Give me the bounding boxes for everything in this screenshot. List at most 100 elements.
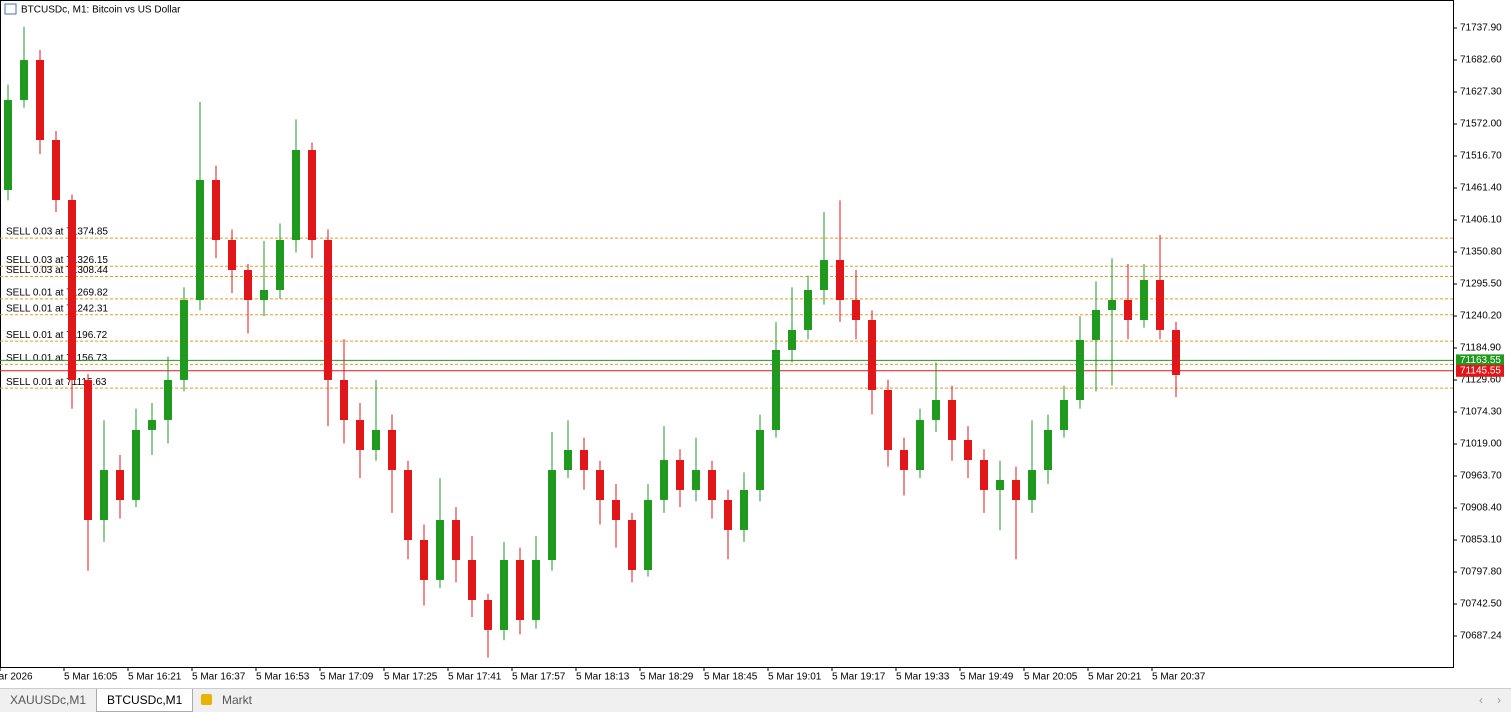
y-tick-label: 71129.60 bbox=[1460, 375, 1501, 386]
candle-body bbox=[596, 470, 604, 500]
scroll-right[interactable]: › bbox=[1497, 693, 1501, 707]
candle-body bbox=[836, 260, 844, 300]
candle-body bbox=[820, 260, 828, 290]
candle-body bbox=[1012, 479, 1020, 500]
candle-body bbox=[404, 470, 412, 540]
x-tick-label: 5 Mar 19:49 bbox=[960, 672, 1014, 683]
candle-body bbox=[644, 499, 652, 571]
bid-label: 71145.55 bbox=[1460, 365, 1501, 376]
candle-body bbox=[228, 239, 236, 271]
x-tick-label: 5 Mar 2026 bbox=[0, 672, 33, 683]
candle-body bbox=[1060, 399, 1068, 430]
plot-frame bbox=[0, 0, 1454, 668]
x-tick-label: 5 Mar 18:13 bbox=[576, 672, 630, 683]
ask-label: 71163.55 bbox=[1460, 355, 1501, 366]
candle-body bbox=[964, 439, 972, 461]
chart-icon bbox=[4, 3, 17, 15]
candle-body bbox=[1108, 299, 1116, 311]
candle-body bbox=[1044, 429, 1052, 471]
x-tick-label: 5 Mar 16:37 bbox=[192, 672, 246, 683]
y-tick-label: 71461.40 bbox=[1460, 183, 1502, 194]
order-label: SELL 0.03 at 71308.44 bbox=[6, 265, 108, 276]
candle-body bbox=[420, 539, 428, 580]
chart-title: BTCUSDc, M1: Bitcoin vs US Dollar bbox=[21, 5, 181, 16]
y-tick-label: 71240.20 bbox=[1460, 311, 1502, 322]
candle-body bbox=[756, 429, 764, 490]
order-label: SELL 0.01 at 71269.82 bbox=[6, 288, 108, 299]
y-tick-label: 71682.60 bbox=[1460, 55, 1502, 66]
order-label: SELL 0.03 at 71326.15 bbox=[6, 255, 108, 266]
candle-body bbox=[1140, 279, 1148, 321]
candle-body bbox=[1092, 310, 1100, 340]
candle-body bbox=[484, 599, 492, 630]
candle-body bbox=[548, 470, 556, 560]
candle-body bbox=[180, 299, 188, 380]
y-tick-label: 70853.10 bbox=[1460, 535, 1502, 546]
x-tick-label: 5 Mar 17:09 bbox=[320, 672, 374, 683]
order-label: SELL 0.03 at 71374.85 bbox=[6, 227, 108, 238]
tab-active[interactable]: BTCUSDc,M1 bbox=[96, 689, 194, 712]
candle-body bbox=[724, 499, 732, 530]
x-tick-label: 5 Mar 19:01 bbox=[768, 672, 822, 683]
x-tick-label: 5 Mar 18:45 bbox=[704, 672, 758, 683]
order-label: SELL 0.01 at 71115.63 bbox=[6, 377, 107, 388]
candle-body bbox=[4, 99, 12, 190]
candle-body bbox=[196, 179, 204, 300]
y-tick-label: 71350.80 bbox=[1460, 247, 1502, 258]
scroll-left[interactable]: ‹ bbox=[1479, 693, 1483, 707]
candle-body bbox=[564, 449, 572, 471]
order-label: SELL 0.01 at 71242.31 bbox=[6, 303, 108, 314]
candle-body bbox=[68, 199, 76, 380]
y-tick-label: 70908.40 bbox=[1460, 503, 1502, 514]
candle-body bbox=[20, 60, 28, 100]
candle-body bbox=[212, 179, 220, 240]
candle-body bbox=[772, 349, 780, 430]
candle-body bbox=[164, 379, 172, 421]
candle-body bbox=[916, 420, 924, 471]
candle-body bbox=[948, 399, 956, 440]
candle-body bbox=[868, 320, 876, 390]
candle-body bbox=[148, 420, 156, 430]
y-tick-label: 71074.30 bbox=[1460, 407, 1502, 418]
x-tick-label: 5 Mar 20:05 bbox=[1024, 672, 1078, 683]
tab-bar: XAUUSDc,M1 BTCUSDc,M1 Markt ‹ › bbox=[0, 688, 1511, 712]
tab[interactable]: XAUUSDc,M1 bbox=[10, 693, 87, 707]
ask-label-box bbox=[1456, 354, 1504, 367]
candle-body bbox=[996, 479, 1004, 490]
candle-body bbox=[308, 149, 316, 240]
candle-body bbox=[52, 139, 60, 200]
y-tick-label: 71737.90 bbox=[1460, 23, 1502, 34]
candle-body bbox=[324, 239, 332, 380]
chart: BTCUSDc, M1: Bitcoin vs US Dollar 71737.… bbox=[0, 0, 1504, 683]
x-tick-label: 5 Mar 17:25 bbox=[384, 672, 438, 683]
tab[interactable]: Markt bbox=[222, 693, 252, 707]
y-tick-label: 71572.00 bbox=[1460, 119, 1502, 130]
candle-body bbox=[900, 449, 908, 471]
candle-body bbox=[356, 420, 364, 450]
y-tick-label: 70742.50 bbox=[1460, 599, 1502, 610]
x-tick-label: 5 Mar 18:29 bbox=[640, 672, 694, 683]
candle-body bbox=[516, 559, 524, 621]
candle-body bbox=[628, 520, 636, 571]
x-tick-label: 5 Mar 16:21 bbox=[128, 672, 182, 683]
order-label: SELL 0.01 at 71156.73 bbox=[6, 353, 108, 364]
candle-body bbox=[452, 520, 460, 560]
y-tick-label: 71406.10 bbox=[1460, 215, 1502, 226]
y-tick-label: 70797.80 bbox=[1460, 567, 1502, 578]
order-label: SELL 0.01 at 71196.72 bbox=[6, 330, 108, 341]
y-tick-label: 71019.00 bbox=[1460, 439, 1502, 450]
candle-body bbox=[612, 499, 620, 521]
candle-body bbox=[132, 429, 140, 500]
candle-body bbox=[468, 559, 476, 600]
y-tick-label: 71184.90 bbox=[1460, 343, 1501, 354]
y-tick-label: 70963.70 bbox=[1460, 471, 1502, 482]
candle-body bbox=[708, 470, 716, 500]
y-tick-label: 71295.50 bbox=[1460, 279, 1502, 290]
x-tick-label: 5 Mar 17:57 bbox=[512, 672, 566, 683]
candle-body bbox=[36, 60, 44, 140]
x-tick-label: 5 Mar 19:17 bbox=[832, 672, 886, 683]
candle-body bbox=[660, 460, 668, 500]
x-tick-label: 5 Mar 19:33 bbox=[896, 672, 950, 683]
candle-body bbox=[84, 379, 92, 521]
